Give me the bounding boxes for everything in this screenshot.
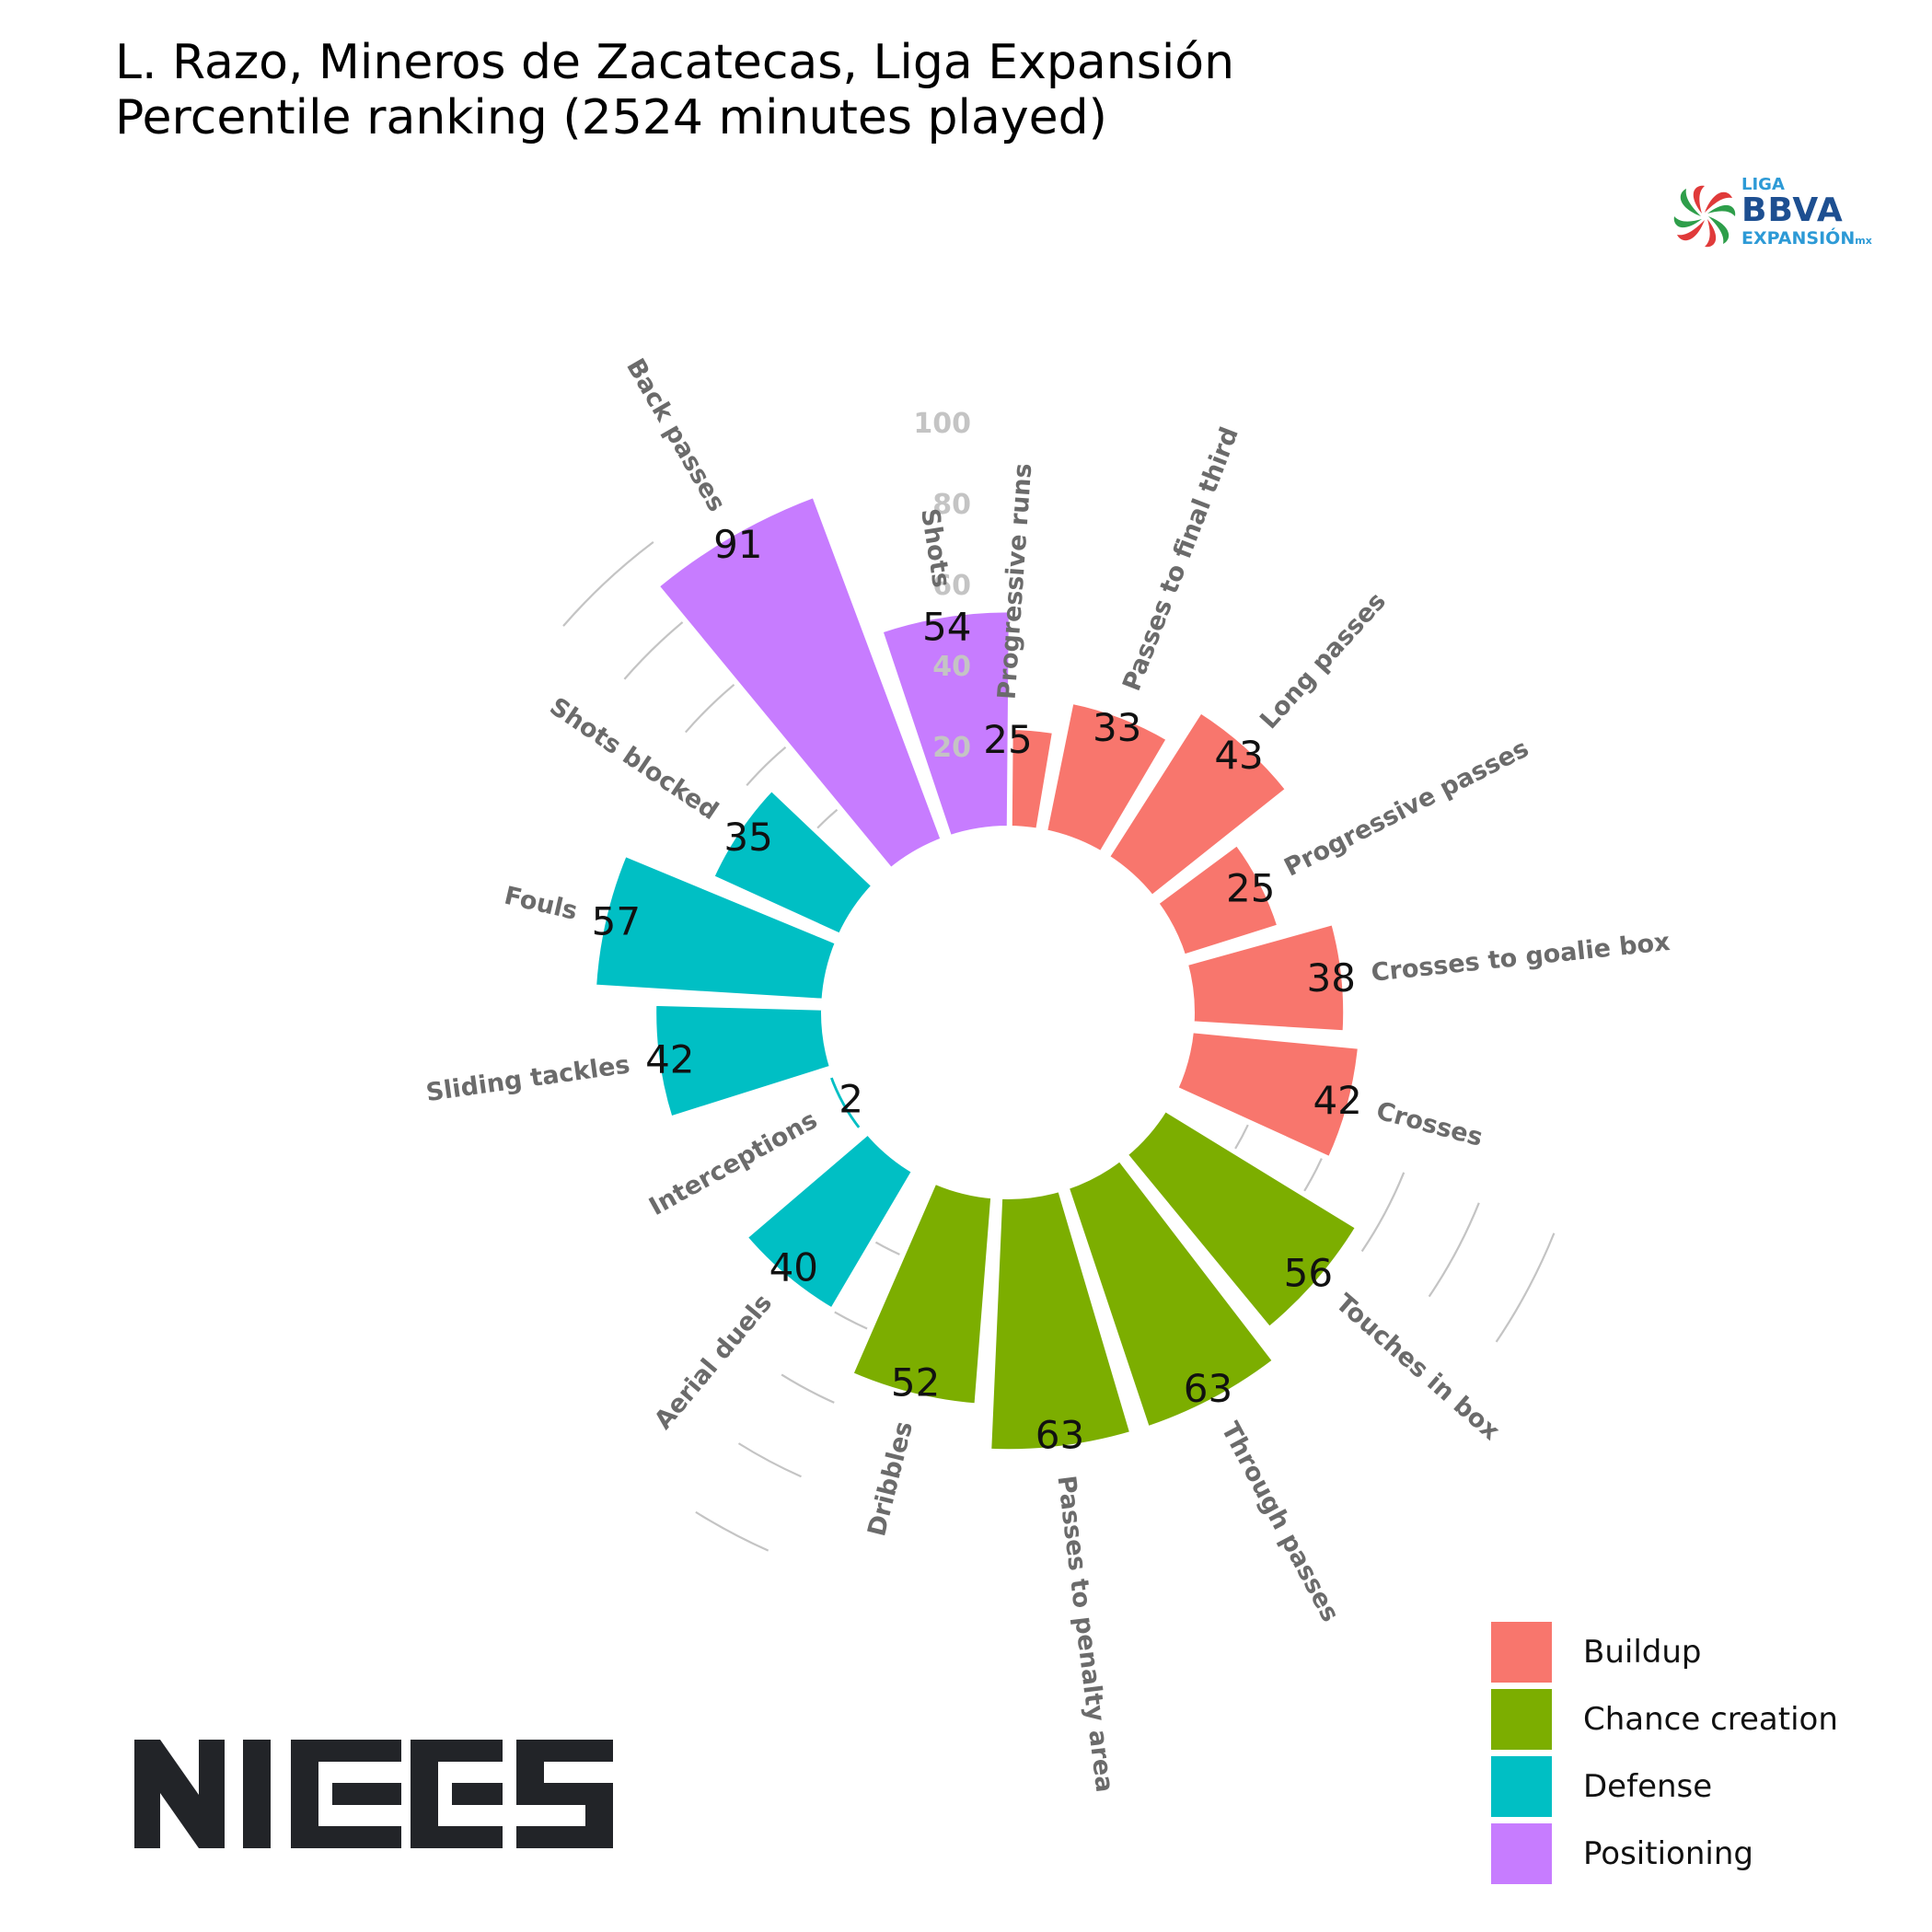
value-label: 63 [1035, 1413, 1084, 1458]
value-label: 57 [592, 899, 641, 944]
metric-label: Passes to penalty area [1051, 1474, 1118, 1794]
bar-progressive-passes [1151, 839, 1284, 961]
legend-swatch [1491, 1822, 1552, 1884]
metric-label: Fouls [502, 882, 580, 926]
value-label: 54 [922, 605, 971, 650]
bar-shots-blocked [707, 784, 879, 941]
league-logo-bbva: BBVA [1741, 191, 1844, 229]
metric-label: Sliding tackles [424, 1050, 631, 1107]
legend-swatch [1491, 1688, 1552, 1750]
legend-item: Positioning [1491, 1820, 1838, 1887]
grid-arc [1495, 1232, 1556, 1343]
bar-fouls [590, 850, 842, 1004]
radial-tick-label: 20 [932, 732, 971, 764]
legend-label: Defense [1583, 1767, 1713, 1805]
legend-item: Buildup [1491, 1618, 1838, 1685]
legend-swatch [1491, 1621, 1552, 1683]
value-label: 43 [1214, 733, 1263, 778]
legend-label: Positioning [1583, 1834, 1753, 1872]
radial-tick-label: 60 [932, 570, 971, 602]
metric-label: Back passes [620, 354, 731, 517]
legend-swatch [1491, 1755, 1552, 1817]
grid-arc [737, 1442, 802, 1478]
bar-dribbles [847, 1177, 997, 1409]
chart-subtitle: Percentile ranking (2524 minutes played) [115, 90, 1107, 145]
legend-item: Chance creation [1491, 1685, 1838, 1753]
metric-label: Shots blocked [544, 692, 723, 826]
metric-label: Progressive passes [1279, 735, 1533, 883]
grid-arc [781, 1373, 835, 1404]
value-label: 40 [769, 1244, 818, 1290]
radial-ticks: 20 40 60 80 100 [913, 408, 971, 764]
metric-label: Long passes [1255, 587, 1392, 735]
chart-title: L. Razo, Mineros de Zacatecas, Liga Expa… [115, 35, 1235, 90]
value-label: 25 [983, 717, 1032, 762]
legend-label: Chance creation [1583, 1700, 1838, 1738]
brand-logo [134, 1740, 613, 1859]
value-label: 91 [713, 522, 762, 567]
legend-label: Buildup [1583, 1633, 1702, 1671]
value-label: 42 [645, 1037, 694, 1082]
bar-shots [876, 607, 1014, 842]
labels: 25 Progressive runs 33 Passes to final thir… [424, 354, 1672, 1794]
grid-arc [1428, 1202, 1480, 1298]
bar-sliding-tackles [651, 1000, 837, 1123]
metric-label: Progressive runs [993, 462, 1038, 700]
metric-label: Crosses [1373, 1096, 1486, 1152]
value-label: 25 [1226, 866, 1275, 911]
brand-wordmark-icon [134, 1740, 613, 1848]
league-swirl-icon [1673, 185, 1736, 248]
league-logo: LIGA BBVA EXPANSIÓNmx [1668, 175, 1872, 258]
bar-touches-in-box [1120, 1105, 1362, 1334]
bar-back-passes [652, 491, 947, 874]
bar-passes-to-final-third [1041, 698, 1174, 858]
value-label: 38 [1307, 955, 1356, 1001]
value-label: 52 [891, 1359, 940, 1405]
bar-aerial-duels [740, 1128, 919, 1315]
metric-label: Crosses to goalie box [1370, 928, 1672, 988]
bar-crosses [1172, 1026, 1364, 1163]
grid-arc [562, 540, 654, 627]
legend-item: Defense [1491, 1753, 1838, 1820]
grid-arc [695, 1510, 769, 1552]
value-label: 63 [1184, 1366, 1232, 1411]
bars [590, 491, 1364, 1455]
bar-crosses-to-goalie-box [1182, 919, 1349, 1036]
bar-passes-to-penalty-area [986, 1186, 1137, 1455]
metric-label: Dribbles [862, 1418, 919, 1539]
league-logo-liga: LIGA [1741, 175, 1785, 194]
value-label: 2 [839, 1076, 863, 1121]
grid-arc [1360, 1172, 1406, 1253]
bar-long-passes [1103, 706, 1292, 902]
value-label: 35 [723, 815, 772, 860]
radial-tick-label: 100 [913, 408, 971, 440]
metric-label: Aerial duels [649, 1289, 778, 1434]
value-label: 42 [1313, 1078, 1361, 1123]
metric-label: Through passes [1215, 1417, 1344, 1626]
league-logo-expansion: EXPANSIÓNmx [1741, 228, 1872, 249]
value-label: 56 [1284, 1251, 1333, 1296]
chart-title-block: L. Razo, Mineros de Zacatecas, Liga Expa… [115, 35, 1234, 145]
value-label: 33 [1093, 705, 1141, 750]
bar-interceptions [823, 1070, 868, 1137]
metric-label: Touches in box [1330, 1289, 1505, 1446]
legend: Buildup Chance creation Defense Positioning [1491, 1618, 1838, 1887]
radial-tick-label: 40 [932, 651, 971, 683]
radial-tick-label: 80 [932, 489, 971, 521]
metric-label: Passes to final third [1117, 423, 1244, 695]
bar-through-passes [1062, 1154, 1279, 1433]
